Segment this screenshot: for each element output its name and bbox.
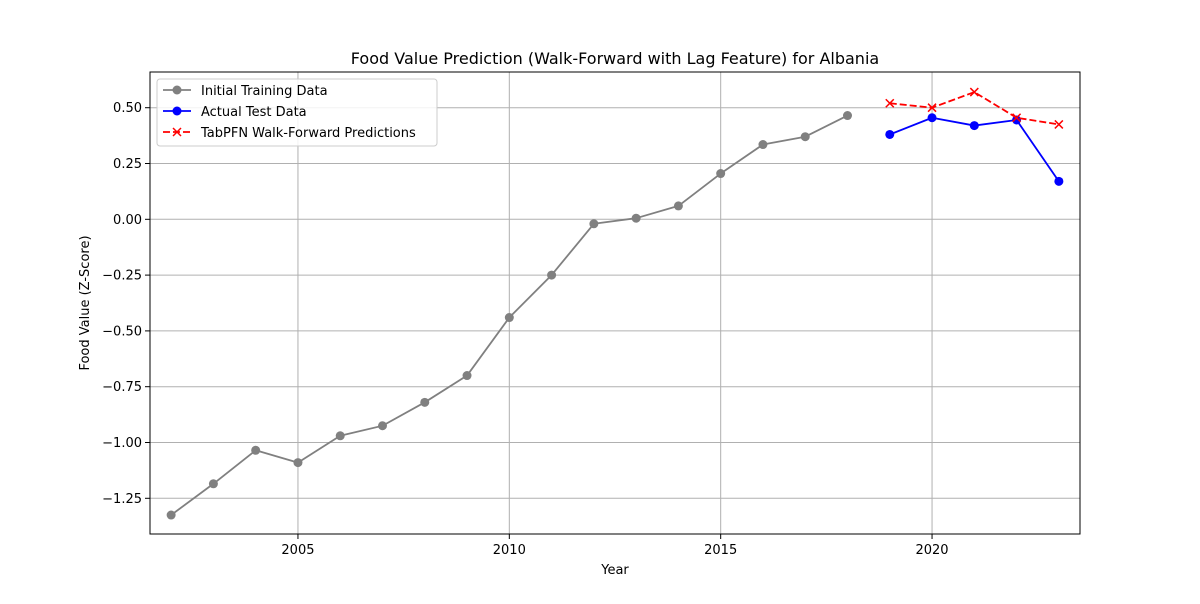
data-point xyxy=(293,458,303,468)
y-tick-label: −0.25 xyxy=(102,269,142,284)
x-marker-stroke xyxy=(885,98,895,108)
data-point xyxy=(166,510,176,520)
data-point xyxy=(843,111,852,121)
series-1 xyxy=(166,111,852,520)
data-point xyxy=(927,113,937,123)
x-marker-stroke xyxy=(1012,113,1022,123)
legend-marker xyxy=(172,85,182,95)
x-tick-label: 2020 xyxy=(915,543,948,558)
data-point xyxy=(969,121,979,131)
data-point xyxy=(885,129,895,139)
data-point xyxy=(716,169,726,179)
data-point xyxy=(631,213,641,223)
y-tick-label: −1.25 xyxy=(102,492,142,507)
chart-title: Food Value Prediction (Walk-Forward with… xyxy=(351,49,879,68)
legend-entry: Actual Test Data xyxy=(163,105,307,120)
x-tick-label: 2005 xyxy=(281,543,314,558)
data-point xyxy=(758,140,768,150)
legend-label: TabPFN Walk-Forward Predictions xyxy=(200,126,416,141)
x-axis-title: Year xyxy=(600,563,629,578)
data-point xyxy=(800,132,810,142)
legend-entry: Initial Training Data xyxy=(163,84,328,99)
data-point xyxy=(673,201,683,211)
data-point xyxy=(927,103,937,113)
data-point xyxy=(462,371,472,381)
x-marker-stroke xyxy=(969,87,979,97)
series-3 xyxy=(885,87,1064,129)
data-point xyxy=(547,270,557,280)
data-point xyxy=(251,445,261,455)
y-tick-label: 0.50 xyxy=(113,101,142,116)
legend-label: Actual Test Data xyxy=(201,105,307,120)
legend-entry: TabPFN Walk-Forward Predictions xyxy=(163,126,416,141)
data-point xyxy=(504,313,514,323)
data-point xyxy=(1012,113,1022,123)
legend: Initial Training Data Actual Test Data Tab… xyxy=(156,78,438,147)
x-marker-stroke xyxy=(1054,119,1064,129)
series-line xyxy=(889,91,1060,126)
data-point xyxy=(969,87,979,97)
legend-box xyxy=(156,78,438,147)
data-point xyxy=(1054,176,1064,186)
y-tick-label: −1.00 xyxy=(102,436,142,451)
y-axis-title: Food Value (Z-Score) xyxy=(78,235,93,370)
data-point xyxy=(1054,119,1064,129)
y-tick-label: −0.50 xyxy=(102,324,142,339)
legend-label: Initial Training Data xyxy=(201,84,328,99)
legend-marker xyxy=(172,106,182,116)
x-marker-stroke xyxy=(927,103,937,113)
data-point xyxy=(378,421,387,431)
data-point xyxy=(885,98,895,108)
series-layer xyxy=(166,87,1064,520)
y-tick-label: 0.00 xyxy=(113,213,142,228)
data-point xyxy=(1012,115,1022,125)
series-2 xyxy=(885,113,1064,186)
data-point xyxy=(208,479,218,489)
grid-lines xyxy=(150,72,1080,534)
data-point xyxy=(335,431,345,441)
legend-marker xyxy=(172,127,182,137)
data-point xyxy=(420,397,430,407)
plot-frame xyxy=(149,71,1081,535)
y-tick-label: −0.75 xyxy=(102,380,142,395)
y-tick-label: 0.25 xyxy=(113,157,142,172)
x-tick-label: 2010 xyxy=(493,543,526,558)
x-marker-stroke xyxy=(172,127,182,137)
legend-entries: Initial Training Data Actual Test Data Tab… xyxy=(163,84,416,141)
data-point xyxy=(589,219,599,229)
x-tick-label: 2015 xyxy=(704,543,737,558)
axis-ticks: 2005 2010 2015 2020 0.50 0.25 0.00 −0.25 −0.50 −0… xyxy=(102,101,948,558)
